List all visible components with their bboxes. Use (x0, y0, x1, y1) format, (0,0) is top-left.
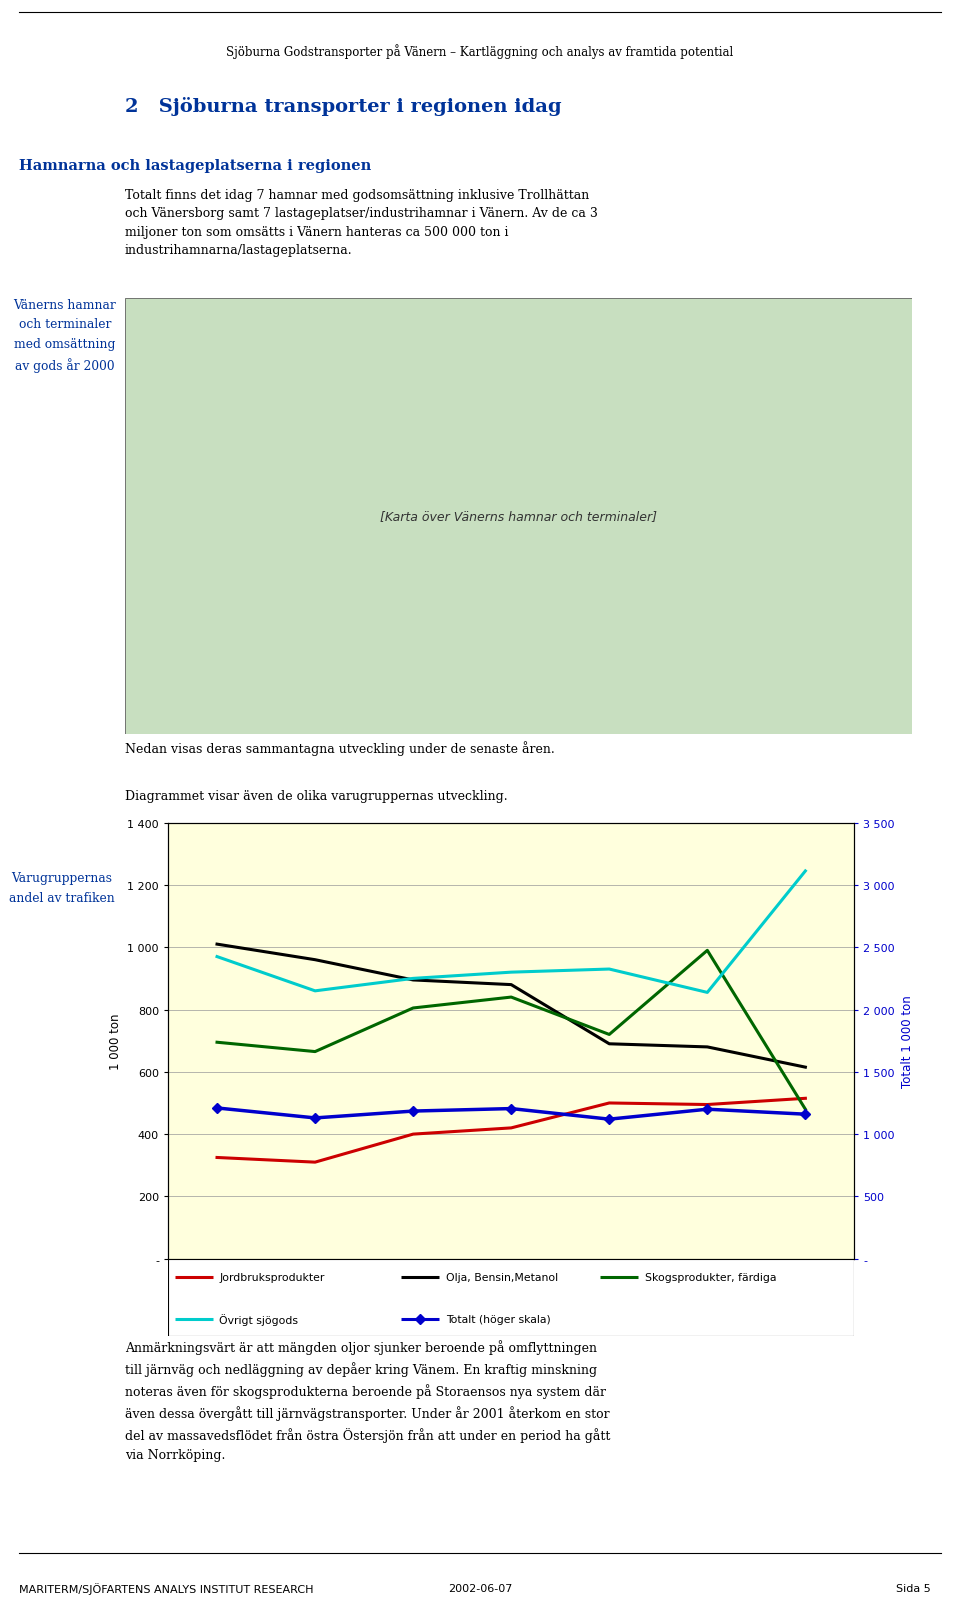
Text: Varugruppernas
andel av trafiken: Varugruppernas andel av trafiken (9, 872, 114, 904)
Text: Jordbruksprodukter: Jordbruksprodukter (220, 1272, 324, 1283)
X-axis label: År: År (505, 1283, 517, 1296)
Y-axis label: Totalt 1 000 ton: Totalt 1 000 ton (900, 994, 914, 1088)
Text: Vänerns hamnar
och terminaler
med omsättning
av gods år 2000: Vänerns hamnar och terminaler med omsätt… (13, 299, 116, 373)
Text: 2   Sjöburna transporter i regionen idag: 2 Sjöburna transporter i regionen idag (125, 97, 562, 116)
Text: 2002-06-07: 2002-06-07 (447, 1583, 513, 1593)
Y-axis label: 1 000 ton: 1 000 ton (108, 1014, 122, 1068)
Text: Diagrammet visar även de olika varugruppernas utveckling.: Diagrammet visar även de olika varugrupp… (125, 789, 508, 802)
Text: Skogsprodukter, färdiga: Skogsprodukter, färdiga (645, 1272, 777, 1283)
Text: Nedan visas deras sammantagna utveckling under de senaste åren.: Nedan visas deras sammantagna utveckling… (125, 741, 555, 755)
Text: Anmärkningsvärt är att mängden oljor sjunker beroende på omflyttningen
till järn: Anmärkningsvärt är att mängden oljor sju… (125, 1340, 611, 1462)
Text: Totalt finns det idag 7 hamnar med godsomsättning inklusive Trollhättan
och Väne: Totalt finns det idag 7 hamnar med godso… (125, 189, 598, 257)
Text: Totalt (höger skala): Totalt (höger skala) (446, 1314, 551, 1325)
Text: Sjöburna Godstransporter på Vänern – Kartläggning och analys av framtida potenti: Sjöburna Godstransporter på Vänern – Kar… (227, 44, 733, 58)
Text: [Karta över Vänerns hamnar och terminaler]: [Karta över Vänerns hamnar och terminale… (380, 510, 657, 523)
Text: Hamnarna och lastageplatserna i regionen: Hamnarna och lastageplatserna i regionen (19, 160, 372, 173)
Text: Olja, Bensin,Metanol: Olja, Bensin,Metanol (446, 1272, 558, 1283)
Text: Sida 5: Sida 5 (897, 1583, 931, 1593)
Text: MARITERM/SJÖFARTENS ANALYS INSTITUT RESEARCH: MARITERM/SJÖFARTENS ANALYS INSTITUT RESE… (19, 1582, 314, 1595)
Text: Övrigt sjögods: Övrigt sjögods (220, 1314, 299, 1325)
